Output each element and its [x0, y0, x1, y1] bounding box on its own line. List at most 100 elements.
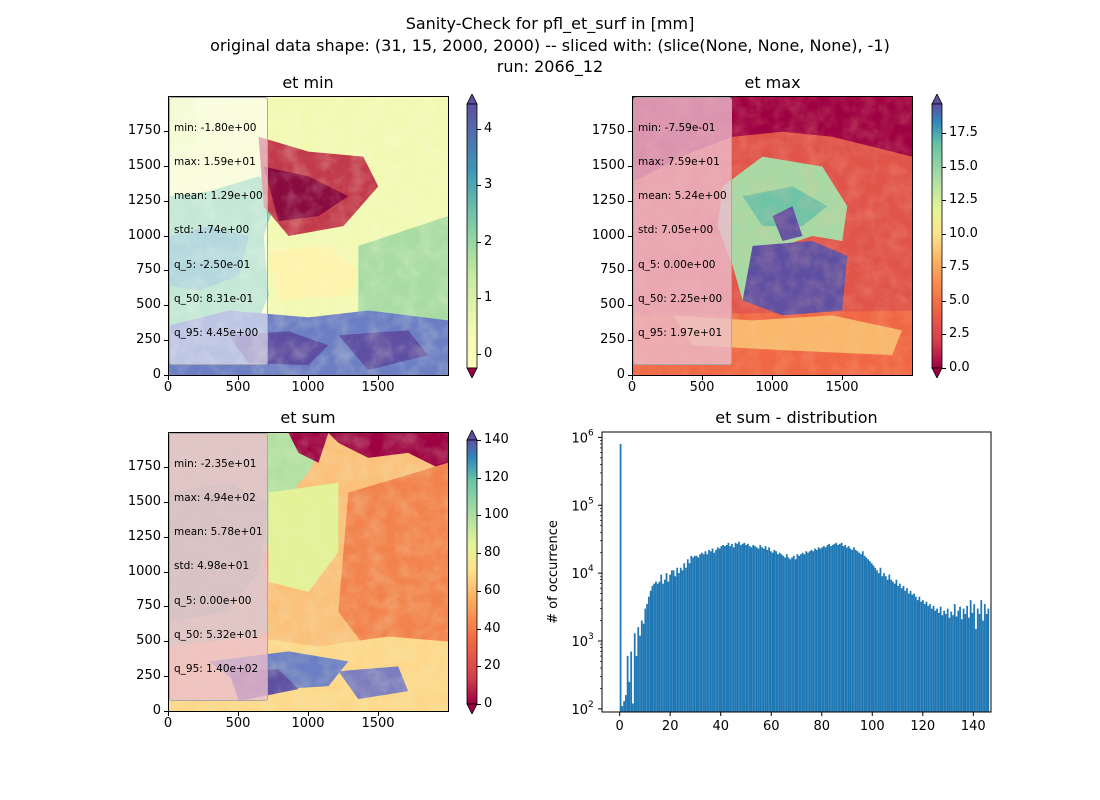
y-tick-label: 0 — [152, 703, 161, 718]
y-tick-exponent: 3 — [588, 632, 594, 642]
histogram-bar — [927, 605, 930, 712]
map-panel-et-max: min: -7.59e-01 max: 7.59e+01 mean: 5.24e… — [632, 96, 913, 376]
tick-mark — [477, 628, 481, 630]
y-tick-label: 500 — [136, 633, 161, 649]
tick-mark — [168, 376, 169, 380]
tick-mark — [164, 375, 168, 376]
histogram-bar — [789, 559, 792, 712]
tick-mark — [942, 334, 946, 336]
histogram-bar — [773, 549, 776, 712]
histogram-bar — [633, 633, 636, 712]
histogram-bar — [973, 604, 976, 712]
histogram-bar — [874, 567, 877, 712]
histogram-bar — [830, 546, 832, 712]
histogram-bar — [685, 567, 687, 712]
histogram-bar — [702, 554, 705, 712]
tick-mark — [702, 376, 703, 380]
colorbar-tick-label: 60 — [484, 582, 501, 598]
x-tick-label: 140 — [961, 719, 986, 734]
histogram-bar — [886, 579, 889, 712]
stat-line: mean: 1.29e+00 — [174, 190, 263, 203]
histogram-bar — [828, 543, 831, 712]
tick-mark — [628, 375, 632, 376]
histogram-bar — [655, 581, 657, 712]
y-tick-label: 1750 — [127, 458, 161, 474]
histogram-bar — [715, 549, 717, 712]
histogram-bar — [686, 559, 689, 712]
tick-mark — [942, 166, 946, 168]
histogram-bar — [953, 604, 956, 712]
tick-mark — [168, 712, 169, 716]
histogram-bar — [805, 551, 808, 712]
histogram-bar — [962, 608, 965, 712]
x-tick-label: 60 — [763, 719, 780, 734]
histogram-bar — [945, 614, 947, 712]
histogram-bar — [798, 555, 801, 712]
tick-mark — [477, 297, 481, 299]
tick-mark — [628, 270, 632, 272]
stat-line: std: 7.05e+00 — [638, 224, 714, 237]
histogram-bar — [739, 544, 742, 712]
colorbar-tick-label: 120 — [484, 469, 509, 485]
histogram-bar — [914, 596, 917, 712]
histogram-bar — [639, 635, 641, 712]
stat-line: max: 1.59e+01 — [174, 156, 256, 169]
histogram-bar — [743, 542, 746, 712]
x-tick-label: 0 — [163, 380, 173, 395]
histogram-bar — [833, 543, 836, 712]
histogram-bars — [619, 443, 990, 712]
tick-mark — [308, 712, 309, 716]
x-tick-label: 1000 — [291, 716, 325, 731]
histogram-bar — [891, 581, 894, 712]
histogram-bar — [699, 554, 702, 712]
histogram-bar — [637, 627, 640, 712]
histogram-bar — [623, 701, 625, 712]
histogram-bar — [939, 606, 942, 712]
tick-mark — [477, 515, 481, 517]
histogram-bar — [640, 620, 643, 712]
panel-title-et-sum: et sum — [280, 408, 336, 427]
tick-mark — [477, 704, 481, 705]
tick-mark — [164, 501, 168, 503]
map-panel-et-min: min: -1.80e+00 max: 1.59e+01 mean: 1.29e… — [168, 96, 449, 376]
x-tick-label: 0 — [616, 719, 624, 734]
histogram-bar — [785, 554, 788, 712]
y-tick-label: 250 — [136, 668, 161, 684]
histogram-bar — [987, 608, 990, 712]
colorbar-tick-label: 140 — [484, 432, 509, 447]
histogram-bar — [916, 600, 919, 712]
colorbar-tick-label: 2.5 — [949, 326, 970, 342]
tick-mark — [238, 712, 239, 716]
histogram-bar — [943, 610, 946, 712]
histogram-bar — [853, 547, 855, 712]
histogram-bar — [688, 563, 691, 712]
histogram-bar — [752, 544, 755, 712]
histogram-bar — [930, 608, 933, 712]
colorbar-tick-label: 12.5 — [949, 192, 978, 208]
map-panel-et-sum: min: -2.35e+01 max: 4.94e+02 mean: 5.78e… — [168, 432, 449, 712]
histogram-bar — [681, 570, 684, 712]
tick-mark — [378, 376, 379, 380]
histogram-bar — [796, 554, 799, 712]
colorbar-tick-label: 7.5 — [949, 259, 970, 275]
tick-mark — [477, 241, 481, 243]
colorbar-tick-label: 80 — [484, 545, 501, 561]
histogram-bar — [849, 548, 852, 712]
histogram-bar — [870, 563, 873, 712]
histogram-bar — [663, 579, 666, 712]
histogram-bar — [876, 570, 878, 712]
histogram-bar — [736, 543, 739, 712]
histogram-bar — [893, 583, 896, 712]
y-tick-label: 500 — [600, 297, 625, 313]
histogram-bar — [653, 583, 656, 712]
stats-box-et-max: min: -7.59e-01 max: 7.59e+01 mean: 5.24e… — [633, 97, 732, 366]
stat-line: min: -2.35e+01 — [174, 457, 257, 470]
tick-mark — [842, 376, 843, 380]
tick-mark — [164, 130, 168, 132]
histogram-bar — [771, 552, 774, 712]
histogram-bar — [922, 600, 924, 712]
histogram-bar — [759, 544, 762, 712]
histogram-bar — [741, 543, 744, 712]
histogram-bar — [844, 544, 847, 712]
